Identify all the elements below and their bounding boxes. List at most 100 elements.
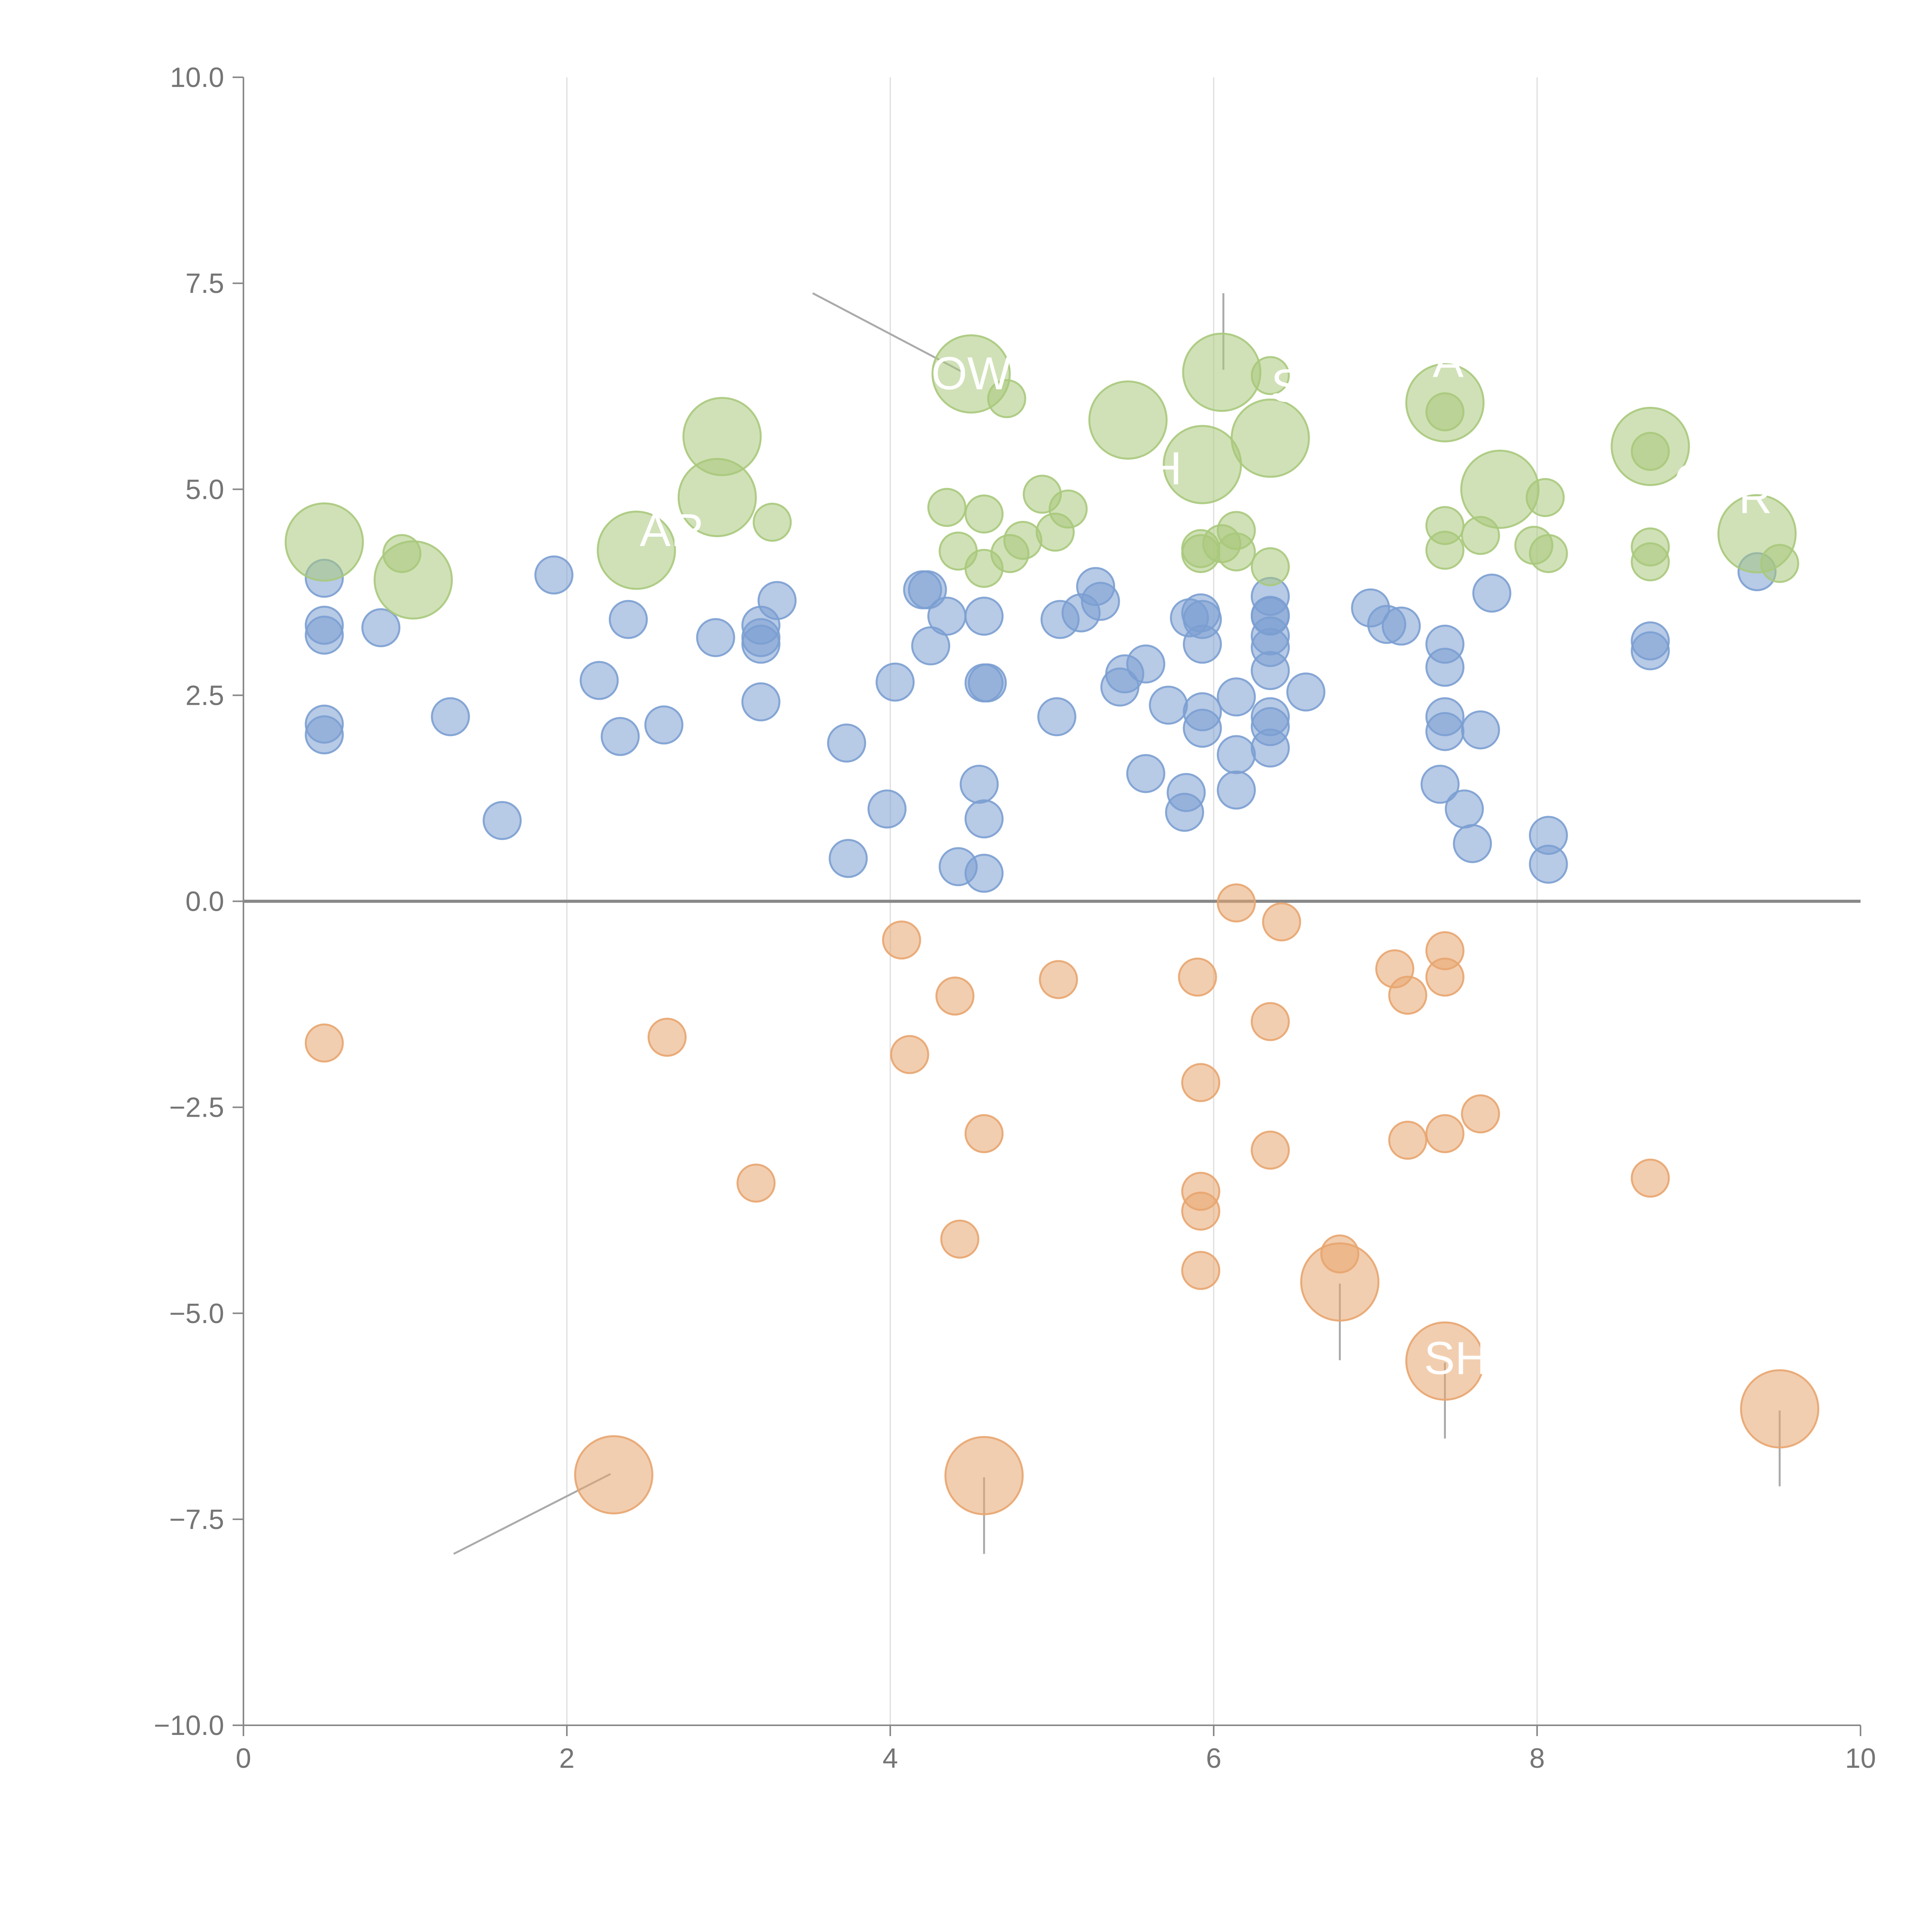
- blue-point: [1167, 773, 1206, 812]
- bubble-label: R: [1739, 471, 1772, 523]
- green-large-point: [1088, 380, 1168, 460]
- blue-point: [1286, 672, 1326, 712]
- orange-large-point: [1740, 1369, 1820, 1449]
- green-large-point: [597, 510, 676, 590]
- y-tick-label: 7.5: [185, 268, 224, 299]
- green-large-point: [931, 334, 1011, 414]
- blue-point: [304, 715, 344, 755]
- x-tick-label: 6: [1206, 1743, 1221, 1774]
- orange-point: [882, 920, 921, 960]
- green-point: [1048, 489, 1088, 529]
- blue-point: [609, 600, 648, 639]
- x-tick-label: 0: [236, 1743, 251, 1774]
- bubble-label: OW: [931, 348, 1011, 400]
- orange-point: [1181, 1063, 1221, 1102]
- blue-point: [927, 597, 966, 636]
- green-point: [1217, 532, 1256, 571]
- x-tick-label: 4: [883, 1743, 898, 1774]
- green-point: [964, 494, 1004, 534]
- y-tick-label: 5.0: [185, 474, 224, 505]
- blue-point: [361, 608, 401, 648]
- green-point: [1529, 534, 1568, 573]
- x-tick-label: 10: [1845, 1743, 1876, 1774]
- green-point: [927, 488, 966, 527]
- green-point: [752, 503, 792, 542]
- bubble-label: AR: [640, 504, 704, 556]
- orange-point: [1178, 957, 1217, 997]
- blue-point: [600, 717, 640, 756]
- orange-point: [1388, 1121, 1427, 1160]
- x-tick-label: 8: [1529, 1743, 1545, 1774]
- blue-point: [1250, 651, 1290, 690]
- x-tick-label: 2: [559, 1743, 575, 1774]
- orange-point: [647, 1017, 687, 1057]
- blue-point: [304, 616, 344, 655]
- blue-point: [1149, 685, 1188, 725]
- green-point: [1425, 531, 1464, 570]
- blue-point: [1037, 697, 1077, 736]
- orange-point: [1425, 1114, 1464, 1153]
- blue-point: [1217, 677, 1256, 717]
- blue-point: [1217, 770, 1256, 810]
- blue-point: [1250, 728, 1290, 768]
- blue-point: [1183, 709, 1222, 748]
- blue-point: [431, 697, 470, 736]
- blue-point: [1631, 631, 1670, 670]
- y-tick-label: −10.0: [154, 1710, 224, 1741]
- orange-point: [1250, 1002, 1290, 1041]
- data-points: [284, 332, 1820, 1515]
- orange-large-point: [574, 1435, 653, 1515]
- y-tick-label: 0.0: [185, 886, 224, 917]
- bubble-label: SH: [1424, 1332, 1488, 1384]
- orange-large-point: [944, 1436, 1024, 1515]
- blue-point: [908, 570, 947, 609]
- tick-labels: −10.0 −7.5 −5.0 −2.5 0.0 2.5 5.0 7.5 10.0 0 2 4 6 8 10: [154, 62, 1876, 1774]
- bubble-label: A: [1433, 335, 1464, 387]
- blue-point: [644, 705, 684, 745]
- green-large-point: [1182, 332, 1262, 412]
- blue-point: [964, 597, 1004, 636]
- blue-point: [911, 626, 951, 665]
- bubble-label: H: [1148, 442, 1182, 494]
- green-large-point: [1611, 406, 1690, 486]
- green-large-point: [1717, 494, 1797, 573]
- blue-point: [580, 661, 619, 700]
- orange-point: [1388, 976, 1427, 1015]
- y-tick-label: −7.5: [169, 1504, 224, 1535]
- green-point: [1250, 547, 1290, 587]
- blue-point: [1381, 606, 1421, 646]
- blue-point: [1461, 710, 1500, 750]
- green-large-point: [373, 540, 453, 620]
- green-large-point: [284, 502, 364, 582]
- orange-large-point: [1405, 1321, 1485, 1401]
- bubble-label: C: [1674, 455, 1708, 507]
- blue-point: [867, 789, 907, 829]
- blue-point: [1425, 648, 1464, 687]
- y-tick-label: −5.0: [169, 1298, 224, 1329]
- blue-point: [1453, 824, 1492, 863]
- orange-point: [940, 1219, 980, 1259]
- blue-point: [696, 618, 735, 657]
- orange-point: [1250, 1131, 1290, 1170]
- blue-point: [828, 839, 868, 878]
- bubble-labels: OW AR H SH S A C R: [640, 335, 1772, 1384]
- orange-point: [890, 1035, 929, 1074]
- blue-point: [1425, 712, 1464, 751]
- orange-point: [1181, 1191, 1221, 1231]
- green-large-point: [1460, 449, 1540, 529]
- green-large-point: [682, 397, 762, 476]
- green-large-point: [1230, 398, 1310, 478]
- orange-point: [964, 1114, 1004, 1153]
- blue-point: [741, 624, 781, 664]
- orange-point: [736, 1163, 776, 1203]
- blue-point: [1183, 624, 1222, 664]
- orange-point: [935, 976, 975, 1016]
- orange-point: [1181, 1251, 1221, 1290]
- blue-point: [959, 765, 999, 804]
- orange-point: [1425, 957, 1464, 997]
- bubble-label: S: [1271, 360, 1302, 412]
- blue-point: [968, 663, 1007, 702]
- blue-point: [534, 555, 574, 595]
- blue-point: [1445, 789, 1484, 829]
